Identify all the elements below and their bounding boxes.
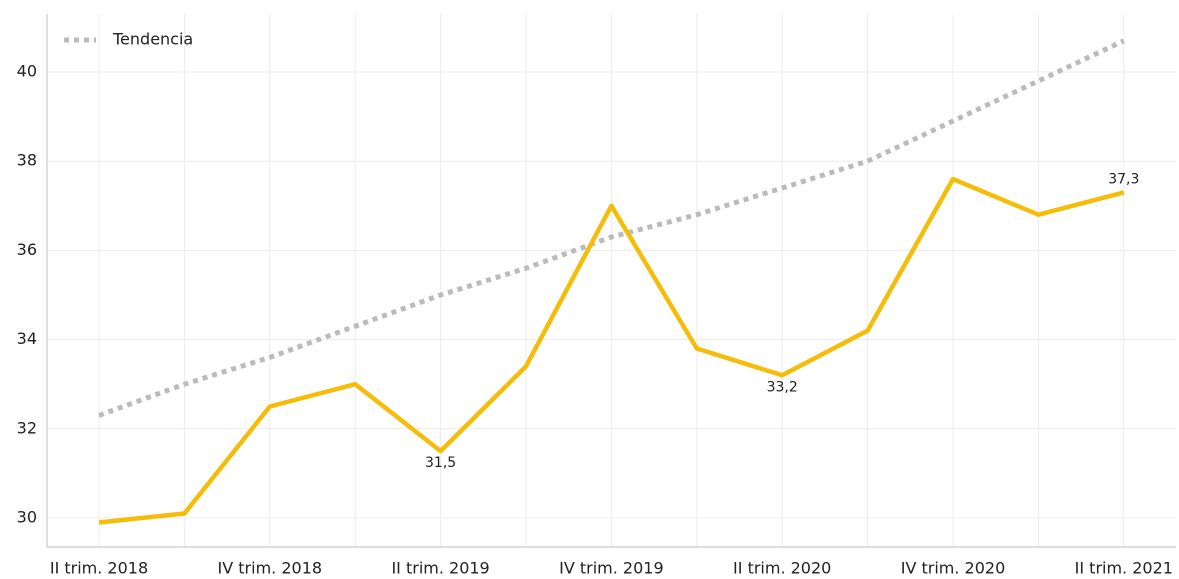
data-label: 37,3 — [1108, 171, 1139, 187]
y-tick-label: 30 — [17, 508, 37, 527]
x-tick-label: IV trim. 2018 — [218, 559, 323, 578]
line-series — [98, 176, 1125, 525]
x-tick-label: II trim. 2020 — [733, 559, 831, 578]
y-tick-label: 32 — [17, 418, 37, 437]
data-label: 33,2 — [767, 379, 798, 395]
y-tick-label: 38 — [17, 151, 37, 170]
x-tick-label: IV trim. 2019 — [559, 559, 664, 578]
x-tick-label: IV trim. 2020 — [901, 559, 1006, 578]
y-tick-label: 40 — [17, 61, 37, 80]
data-label: 31,5 — [425, 455, 456, 471]
y-tick-label: 36 — [17, 240, 37, 259]
x-tick-label: II trim. 2018 — [50, 559, 148, 578]
y-tick-label: 34 — [17, 329, 37, 348]
x-tick-label: II trim. 2019 — [391, 559, 489, 578]
line-series — [98, 38, 1125, 418]
x-tick-label: II trim. 2021 — [1075, 559, 1173, 578]
legend-label: Tendencia — [112, 30, 193, 49]
